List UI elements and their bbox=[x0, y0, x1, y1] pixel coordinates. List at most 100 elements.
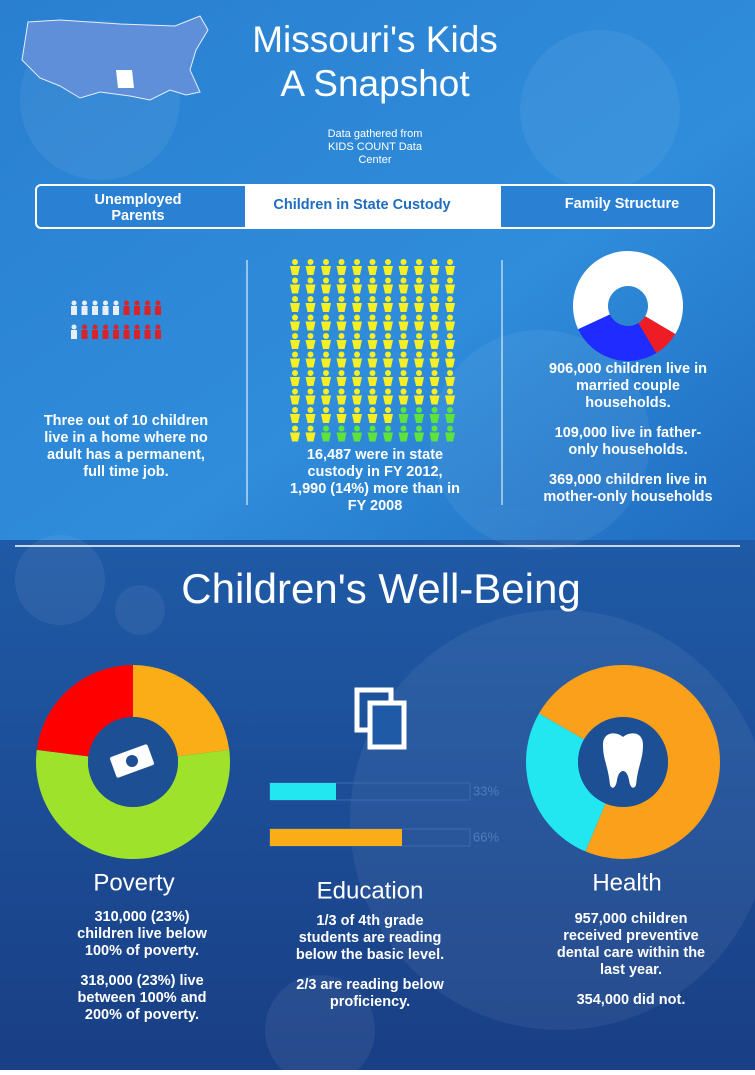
person-body bbox=[113, 306, 119, 315]
figure-head bbox=[385, 296, 391, 302]
title: Missouri's Kids bbox=[252, 19, 498, 60]
figure-head bbox=[323, 296, 329, 302]
figure-head bbox=[416, 296, 422, 302]
figure-head bbox=[385, 388, 391, 395]
family-text: 906,000 children live in bbox=[549, 361, 707, 377]
figure-body bbox=[383, 432, 393, 442]
figure-body bbox=[336, 414, 347, 423]
tab-label[interactable]: Parents bbox=[111, 208, 164, 224]
person-head bbox=[71, 300, 77, 306]
figure-body bbox=[445, 377, 455, 386]
figure-head bbox=[416, 333, 422, 339]
figure-body bbox=[290, 414, 300, 423]
figure-head bbox=[416, 388, 422, 395]
us-map bbox=[21, 15, 209, 101]
figure-body bbox=[290, 358, 300, 368]
family-text: only households. bbox=[568, 442, 687, 458]
custody-text: custody in FY 2012, bbox=[307, 464, 442, 480]
figure-head bbox=[447, 388, 453, 395]
person-body bbox=[102, 306, 109, 315]
figure-body bbox=[398, 432, 409, 442]
person-body bbox=[81, 330, 88, 339]
money-icon-dot bbox=[126, 755, 138, 767]
person-head bbox=[113, 324, 119, 330]
person-body bbox=[123, 306, 130, 315]
figure-body bbox=[321, 358, 331, 368]
figure-body bbox=[336, 432, 347, 442]
poverty-text: 200% of poverty. bbox=[85, 1007, 199, 1023]
figure-head bbox=[431, 333, 438, 339]
donut-slice bbox=[573, 250, 683, 335]
figure-body bbox=[398, 284, 409, 294]
education-text: students are reading bbox=[299, 930, 442, 946]
figure-head bbox=[385, 370, 391, 376]
figure-body bbox=[336, 303, 347, 312]
figure-body bbox=[321, 414, 331, 423]
figure-body bbox=[305, 414, 316, 423]
figure-head bbox=[400, 407, 407, 413]
figure-body bbox=[383, 266, 393, 275]
figure-body bbox=[429, 432, 440, 442]
figure-body bbox=[352, 303, 362, 312]
custody-text: 1,990 (14%) more than in bbox=[290, 481, 460, 497]
figure-body bbox=[290, 266, 300, 275]
person-head bbox=[82, 300, 87, 306]
figure-head bbox=[354, 314, 360, 321]
figure-body bbox=[445, 303, 455, 312]
section-heading: Health bbox=[592, 869, 661, 896]
education-text: 1/3 of 4th grade bbox=[316, 913, 423, 929]
figure-body bbox=[414, 340, 424, 349]
figure-body bbox=[429, 377, 440, 386]
figure-body bbox=[445, 432, 455, 442]
figure-body bbox=[305, 395, 316, 405]
donut-slice bbox=[36, 749, 231, 859]
figure-body bbox=[414, 284, 424, 294]
figure-head bbox=[292, 314, 298, 321]
person-body bbox=[134, 306, 140, 315]
figure-body bbox=[290, 340, 300, 349]
figure-head bbox=[307, 296, 314, 302]
figure-body bbox=[305, 377, 316, 386]
figure-head bbox=[447, 351, 453, 358]
figure-head bbox=[431, 296, 438, 302]
section-heading: Poverty bbox=[93, 869, 174, 896]
figure-body bbox=[367, 377, 378, 386]
figure-head bbox=[338, 259, 345, 265]
figure-body bbox=[290, 432, 300, 442]
figure-head bbox=[416, 259, 422, 265]
person-body bbox=[134, 330, 140, 339]
donut-slice bbox=[578, 314, 657, 361]
figure-body bbox=[414, 414, 424, 423]
figure-head bbox=[385, 351, 391, 358]
unemployed-text: full time job. bbox=[83, 464, 168, 480]
figure-body bbox=[445, 395, 455, 405]
figure-body bbox=[398, 414, 409, 423]
tab-label[interactable]: Unemployed bbox=[94, 192, 181, 208]
figure-head bbox=[354, 351, 360, 358]
tab-label: Family Structure bbox=[565, 196, 679, 212]
donut-slice bbox=[133, 665, 230, 757]
figure-body bbox=[321, 395, 331, 405]
figure-body bbox=[352, 266, 362, 275]
figure-head bbox=[292, 259, 298, 265]
figure-body bbox=[321, 377, 331, 386]
person-body bbox=[81, 306, 88, 315]
figure-body bbox=[305, 340, 316, 349]
figure-head bbox=[292, 296, 298, 302]
figure-head bbox=[385, 407, 391, 413]
person-head bbox=[82, 324, 87, 330]
figure-body bbox=[398, 266, 409, 275]
education-text: 2/3 are reading below bbox=[296, 977, 444, 993]
figure-head bbox=[447, 333, 453, 339]
figure-head bbox=[338, 388, 345, 395]
figure-body bbox=[429, 395, 440, 405]
figure-body bbox=[336, 377, 347, 386]
poverty-text: 100% of poverty. bbox=[85, 943, 199, 959]
figure-head bbox=[323, 333, 329, 339]
figure-body bbox=[383, 358, 393, 368]
bar-label: 66% bbox=[473, 829, 499, 844]
figure-body bbox=[290, 377, 300, 386]
active-tab[interactable] bbox=[245, 186, 501, 227]
donut-slice bbox=[525, 713, 606, 852]
